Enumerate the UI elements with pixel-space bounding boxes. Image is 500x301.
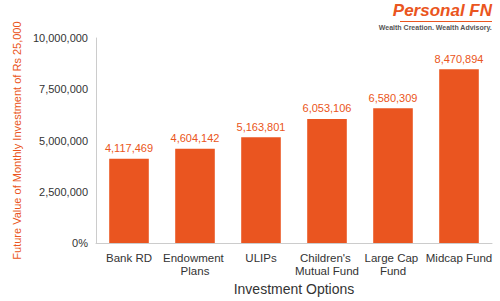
- svg-text:2,500,000: 2,500,000: [39, 186, 88, 198]
- svg-text:Mutual Fund: Mutual Fund: [295, 265, 359, 277]
- svg-text:Investment Options: Investment Options: [234, 281, 355, 297]
- svg-text:Midcap Fund: Midcap Fund: [426, 252, 492, 264]
- svg-text:Large Cap: Large Cap: [365, 252, 422, 264]
- svg-text:Children's: Children's: [300, 252, 354, 264]
- svg-text:10,000,000: 10,000,000: [33, 32, 88, 44]
- svg-text:4,604,142: 4,604,142: [171, 132, 220, 144]
- svg-text:Fund: Fund: [380, 265, 406, 277]
- svg-text:6,053,106: 6,053,106: [303, 102, 352, 114]
- svg-text:Future Value of Monthly Invest: Future Value of Monthly Investment of Rs…: [11, 21, 23, 259]
- svg-text:7,500,000: 7,500,000: [39, 83, 88, 95]
- svg-text:5,163,801: 5,163,801: [237, 121, 286, 133]
- svg-text:Wealth Creation. Wealth Adviso: Wealth Creation. Wealth Advisory.: [379, 24, 492, 32]
- svg-text:Bank RD: Bank RD: [106, 252, 152, 264]
- svg-text:4,117,469: 4,117,469: [105, 142, 153, 154]
- svg-text:Personal FN: Personal FN: [393, 1, 493, 20]
- svg-text:8,470,894: 8,470,894: [435, 53, 484, 65]
- svg-text:5,000,000: 5,000,000: [39, 135, 88, 147]
- svg-text:0%: 0%: [72, 237, 88, 249]
- svg-text:Endowment: Endowment: [163, 252, 227, 264]
- svg-text:6,580,309: 6,580,309: [369, 92, 418, 104]
- svg-text:ULIPs: ULIPs: [245, 252, 277, 264]
- svg-text:Plans: Plans: [181, 265, 210, 277]
